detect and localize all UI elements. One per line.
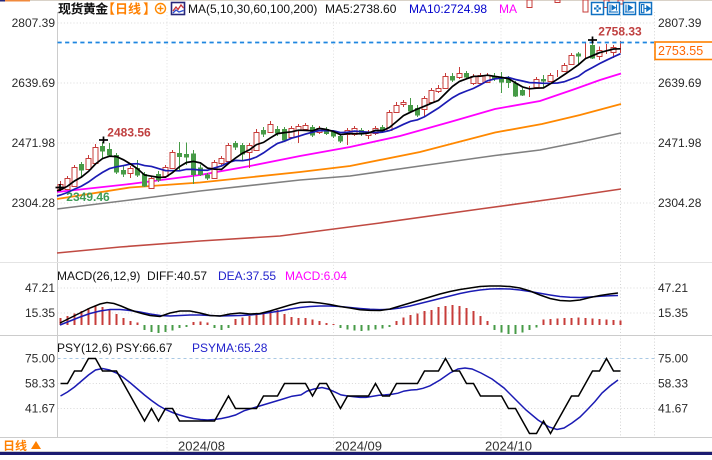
svg-text:2349.46: 2349.46 [66,190,110,204]
svg-text:2304.28: 2304.28 [12,196,56,210]
svg-text:2639.69: 2639.69 [658,76,702,90]
svg-text:2024/08: 2024/08 [178,439,225,454]
svg-text:MA5:2738.60: MA5:2738.60 [325,2,397,16]
svg-text:41.67: 41.67 [658,402,688,416]
svg-text:PSYMA:65.28: PSYMA:65.28 [192,341,268,355]
svg-text:47.21: 47.21 [25,281,55,295]
svg-text:2807.39: 2807.39 [12,16,56,30]
svg-text:58.33: 58.33 [25,377,55,391]
svg-text:PSY(12,6) PSY:66.67: PSY(12,6) PSY:66.67 [57,341,173,355]
svg-text:MACD(26,12,9) DIFF:40.57: MACD(26,12,9) DIFF:40.57 [57,269,207,283]
svg-text:15.35: 15.35 [25,306,55,320]
svg-text:MACD:6.04: MACD:6.04 [285,269,347,283]
svg-text:DEA:37.55: DEA:37.55 [218,269,276,283]
svg-text:2807.39: 2807.39 [658,16,702,30]
svg-text:47.21: 47.21 [658,281,688,295]
svg-text:2024/09: 2024/09 [335,439,382,454]
svg-text:58.33: 58.33 [658,377,688,391]
svg-text:MA(5,10,30,60,100,200): MA(5,10,30,60,100,200) [188,2,317,16]
svg-text:2758.33: 2758.33 [598,25,642,39]
svg-text:2024/10: 2024/10 [485,439,532,454]
svg-text:2753.55: 2753.55 [658,44,703,58]
svg-text:15.35: 15.35 [658,306,688,320]
svg-text:41.67: 41.67 [25,402,55,416]
svg-text:2304.28: 2304.28 [658,196,702,210]
svg-text:2483.56: 2483.56 [107,126,151,140]
svg-text:MA: MA [499,2,517,16]
svg-text:75.00: 75.00 [25,352,55,366]
svg-text:2471.98: 2471.98 [12,136,56,150]
svg-text:2639.69: 2639.69 [12,76,56,90]
svg-text:2471.98: 2471.98 [658,136,702,150]
svg-text:75.00: 75.00 [658,352,688,366]
svg-text:MA10:2724.98: MA10:2724.98 [409,2,487,16]
